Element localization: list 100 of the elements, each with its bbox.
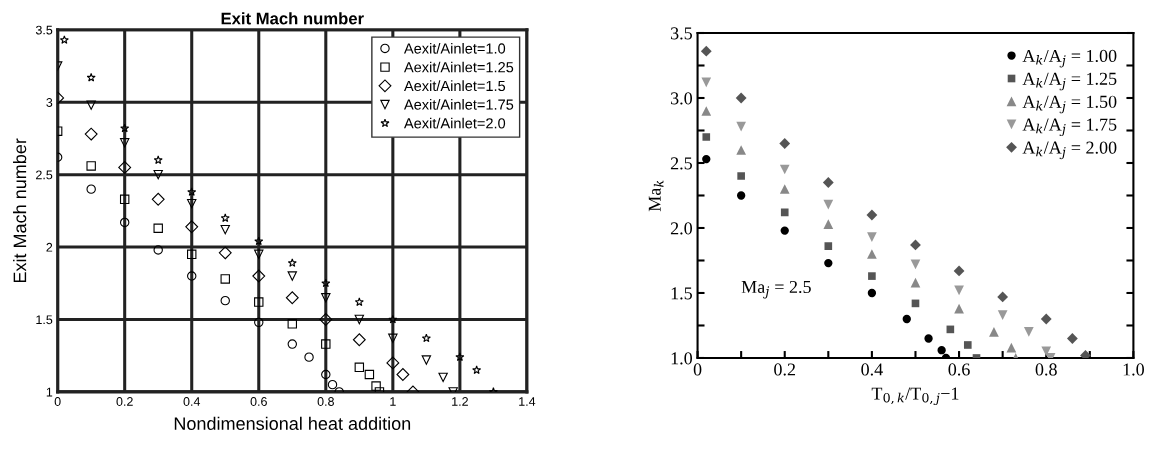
point <box>868 272 876 280</box>
point <box>997 291 1009 303</box>
legend-label: Aexit/Ainlet=1.75 <box>403 99 514 110</box>
y-tick-label: 2.0 <box>670 222 693 235</box>
x-tick-label: 0 <box>54 397 61 406</box>
x-tick-label: 1.4 <box>519 397 536 406</box>
point <box>118 160 132 174</box>
point <box>779 138 791 149</box>
point <box>867 288 877 298</box>
point <box>220 295 230 306</box>
point <box>252 269 266 283</box>
point <box>866 209 878 221</box>
point <box>220 213 230 223</box>
point <box>472 365 482 375</box>
point <box>119 138 130 148</box>
point <box>963 341 972 349</box>
point <box>327 379 338 390</box>
point <box>1023 327 1034 337</box>
y-tick-label: 1.5 <box>36 315 53 325</box>
point <box>254 297 264 307</box>
point <box>823 219 834 229</box>
x-axis-title: T$_{0,k}$/T$_{0,j}$−1 <box>871 387 959 406</box>
chart-title: Exit Mach number <box>221 12 364 25</box>
point <box>287 271 298 281</box>
x-tick-label: 0.4 <box>183 397 201 406</box>
point <box>153 245 163 255</box>
point <box>421 333 431 343</box>
point <box>187 249 197 260</box>
point <box>220 274 230 284</box>
point <box>59 35 69 44</box>
x-tick-label: 0.2 <box>774 363 796 376</box>
point <box>153 223 163 233</box>
point <box>780 226 789 235</box>
y-tick-label: 1 <box>46 387 53 397</box>
y-axis-title: Exit Mach number <box>13 138 27 283</box>
point <box>354 362 365 372</box>
point <box>902 314 911 324</box>
point <box>86 161 96 171</box>
y-tick-label: 3.5 <box>35 25 53 35</box>
point <box>321 339 331 349</box>
x-tick-label: 0 <box>693 363 702 376</box>
point <box>823 199 834 210</box>
legend-label: A$_{k}$/A$_{j}$ = 1.00 <box>1022 49 1117 68</box>
point <box>997 310 1008 320</box>
point <box>285 291 299 305</box>
point <box>321 278 331 288</box>
point <box>319 313 333 326</box>
y-tick-label: 1.0 <box>671 352 693 365</box>
point <box>1006 342 1017 353</box>
y-tick-label: 3 <box>46 98 53 107</box>
x-axis-title: Nondimensional heat addition <box>174 416 411 430</box>
point <box>700 45 712 57</box>
x-tick-label: 0.4 <box>861 363 883 376</box>
legend-label: A$_{k}$/A$_{j}$ = 1.75 <box>1022 118 1117 137</box>
point <box>910 239 921 251</box>
point <box>364 369 375 380</box>
y-tick-label: 3.5 <box>671 27 692 40</box>
point <box>736 121 747 132</box>
point <box>702 133 711 141</box>
point <box>321 369 331 380</box>
point <box>354 314 365 325</box>
point <box>187 187 197 196</box>
point <box>780 208 789 217</box>
point <box>119 194 130 204</box>
point <box>388 314 398 324</box>
point <box>386 356 400 370</box>
point <box>86 100 96 110</box>
point <box>187 198 197 209</box>
legend-label: A$_{k}$/A$_{j}$ = 1.50 <box>1022 95 1117 114</box>
legend-label: A$_{k}$/A$_{j}$ = 1.25 <box>1022 72 1117 91</box>
point <box>736 191 746 200</box>
legend-label: Aexit/Ainlet=1.25 <box>403 61 514 73</box>
point <box>86 72 96 82</box>
x-tick-label: 1 <box>390 397 396 406</box>
point <box>187 271 197 281</box>
x-tick-label: 1.0 <box>1123 363 1144 376</box>
point <box>1040 313 1052 325</box>
point <box>701 77 712 88</box>
point <box>455 352 465 362</box>
point <box>86 184 96 194</box>
legend-label: Aexit/Ainlet=1.0 <box>403 42 506 54</box>
point <box>153 169 163 180</box>
point <box>304 352 314 362</box>
point <box>736 145 747 155</box>
x-tick-label: 1.2 <box>452 397 468 406</box>
point <box>396 368 410 381</box>
point <box>1066 333 1078 344</box>
point <box>924 334 933 343</box>
y-tick-label: 2 <box>46 242 53 252</box>
point <box>701 106 712 116</box>
point <box>151 192 165 206</box>
point <box>867 249 877 259</box>
legend-label: Aexit/Ainlet=1.5 <box>403 80 506 92</box>
annotation: Ma$_{j}$ = 2.5 <box>741 280 811 299</box>
x-tick-label: 0.8 <box>317 397 334 406</box>
point <box>824 258 833 268</box>
point <box>702 154 711 164</box>
point <box>867 232 877 242</box>
point <box>220 224 230 235</box>
point <box>254 249 264 260</box>
